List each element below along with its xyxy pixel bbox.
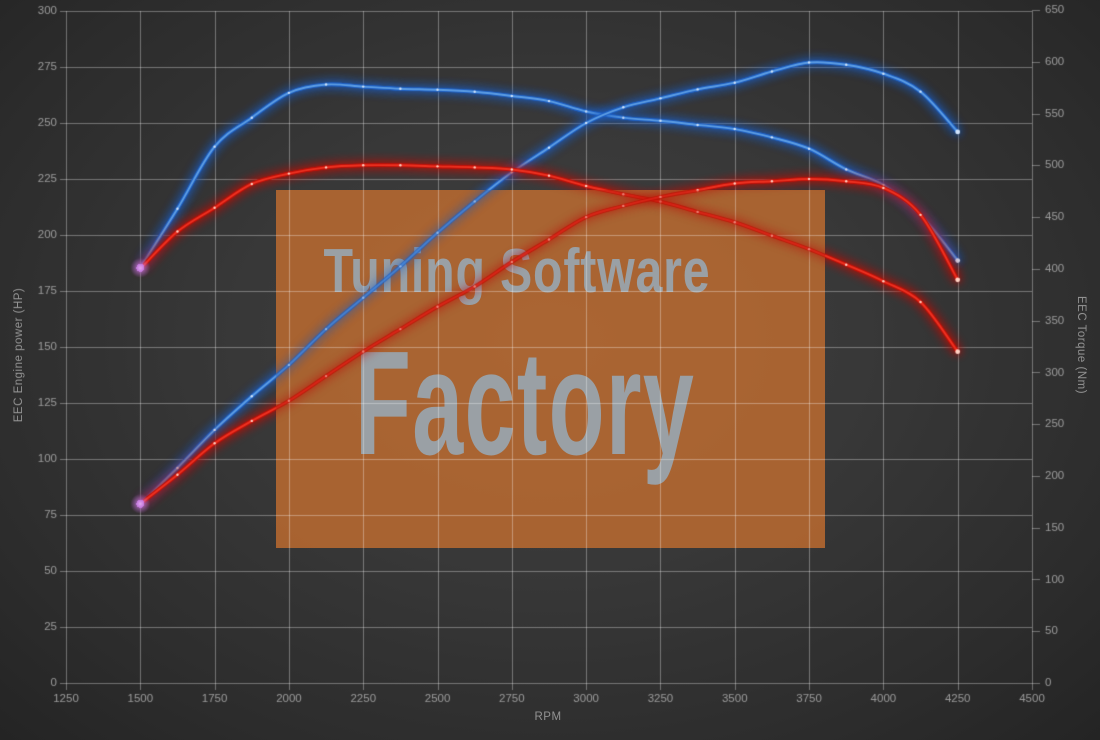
right-axis-title: EEC Torque (Nm) xyxy=(1075,295,1087,395)
left-axis-title: EEC Engine power (HP) xyxy=(13,287,25,423)
x-axis-title: RPM xyxy=(534,711,562,723)
